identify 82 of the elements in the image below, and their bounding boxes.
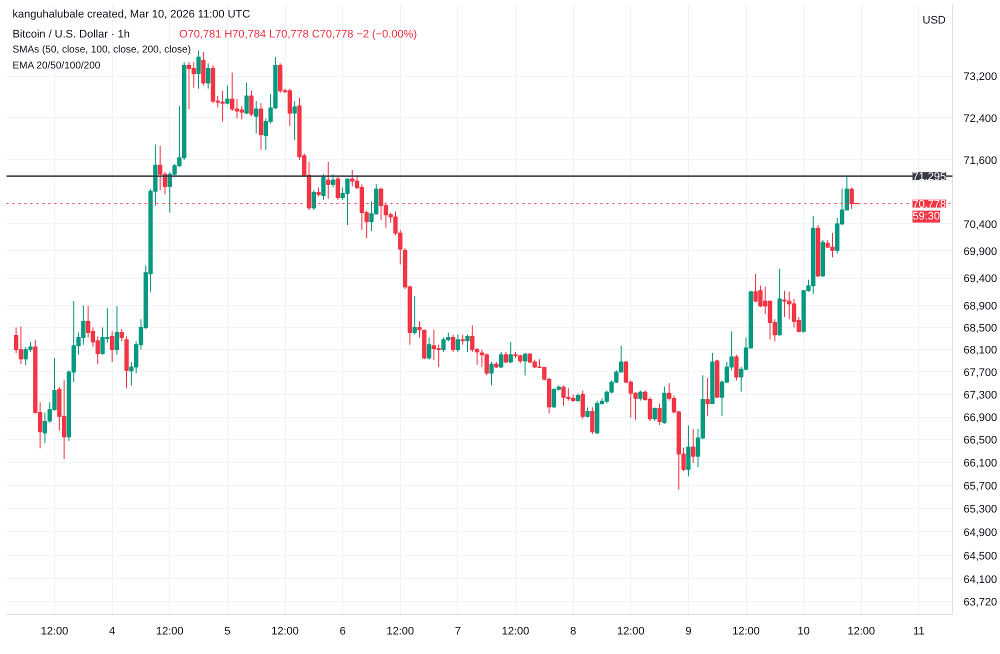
y-tick-label: 71,600 bbox=[964, 154, 998, 167]
candlestick bbox=[426, 336, 432, 360]
y-tick-label: 69,400 bbox=[964, 273, 998, 286]
candlestick bbox=[508, 341, 513, 364]
candlestick bbox=[456, 334, 460, 352]
x-tick-label: 8 bbox=[570, 626, 576, 638]
candlestick bbox=[120, 328, 124, 342]
candlestick bbox=[657, 402, 662, 426]
candlestick bbox=[321, 174, 326, 200]
candlestick bbox=[201, 52, 206, 86]
candlestick bbox=[652, 406, 657, 422]
annotation: SMAs (50, close, 100, close, 200, close) bbox=[12, 44, 191, 56]
candlestick bbox=[114, 306, 120, 356]
x-tick-label: 12:00 bbox=[386, 626, 414, 638]
x-tick-label: 12:00 bbox=[40, 626, 68, 638]
y-tick-label: 70,400 bbox=[964, 218, 998, 231]
y-tick-label: 73,200 bbox=[964, 71, 998, 84]
candlestick bbox=[734, 354, 739, 381]
x-tick-label: 10 bbox=[798, 626, 810, 638]
x-tick-label: 12:00 bbox=[502, 626, 530, 638]
candlestick bbox=[691, 428, 696, 464]
chart-subtitle: kanguhalubale created, Mar 10, 2026 11:00 UTC bbox=[12, 8, 250, 20]
x-tick-label: 9 bbox=[685, 626, 692, 638]
candlestick bbox=[585, 406, 590, 418]
y-tick-label: 64,500 bbox=[964, 550, 998, 562]
candlestick bbox=[498, 351, 504, 369]
x-tick-label: 7 bbox=[454, 626, 461, 638]
y-axis-title: USD bbox=[922, 14, 946, 26]
candlestick bbox=[460, 334, 465, 346]
y-tick-label: 66,900 bbox=[964, 412, 998, 424]
annotation: EMA 20/50/100/200 bbox=[12, 60, 101, 72]
annotation: 59:30 bbox=[912, 210, 940, 223]
candlestick bbox=[292, 100, 297, 140]
x-tick-label: 12:00 bbox=[271, 626, 299, 638]
candlestick bbox=[330, 174, 336, 188]
candlestick bbox=[336, 174, 340, 200]
y-tick-label: 64,900 bbox=[964, 526, 998, 539]
y-tick-label: 68,900 bbox=[964, 300, 998, 312]
candlestick bbox=[580, 390, 585, 420]
y-tick-label: 65,700 bbox=[964, 480, 998, 493]
y-tick-label: 67,300 bbox=[964, 389, 998, 402]
candlestick bbox=[206, 62, 210, 90]
x-tick-label: 11 bbox=[913, 626, 925, 638]
candlestick bbox=[522, 352, 528, 376]
text: Bitcoin / U.S. Dollar · 1h bbox=[12, 28, 130, 40]
candlestick bbox=[312, 190, 316, 210]
y-tick-label: 64,100 bbox=[964, 574, 998, 586]
candlestick bbox=[705, 378, 710, 416]
candlestick bbox=[316, 187, 321, 198]
y-tick-label: 66,500 bbox=[964, 434, 998, 447]
x-tick-label: 4 bbox=[109, 626, 116, 638]
candlestick bbox=[254, 100, 258, 134]
x-tick-label: 6 bbox=[340, 626, 346, 638]
candlestick bbox=[489, 361, 494, 386]
y-tick-label: 63,720 bbox=[964, 596, 998, 608]
candlestick bbox=[465, 334, 470, 352]
y-tick-label: 68,500 bbox=[964, 322, 998, 335]
x-tick-label: 5 bbox=[224, 626, 230, 638]
candlestick bbox=[590, 406, 595, 435]
y-tick-label: 72,400 bbox=[964, 112, 998, 125]
annotation: O70,781 H70,784 L70,778 C70,778 −2 (−0.00%) bbox=[179, 28, 418, 40]
candlestick bbox=[196, 50, 201, 90]
candlestick bbox=[249, 90, 254, 117]
candlestick bbox=[244, 82, 249, 115]
candlestick bbox=[450, 334, 456, 352]
x-tick-label: 12:00 bbox=[848, 626, 876, 638]
y-tick-label: 69,900 bbox=[964, 246, 998, 258]
candlestick bbox=[225, 85, 230, 105]
candlestick bbox=[638, 390, 643, 402]
candlestick bbox=[504, 351, 508, 364]
y-tick-label: 66,100 bbox=[964, 458, 998, 470]
candlestick bbox=[110, 330, 114, 362]
candlestick bbox=[326, 162, 330, 200]
candlestick bbox=[412, 296, 417, 336]
y-tick-label: 67,700 bbox=[964, 366, 998, 379]
x-tick-label: 12:00 bbox=[732, 626, 760, 638]
x-tick-label: 12:00 bbox=[617, 626, 645, 638]
candlestick bbox=[417, 320, 422, 338]
y-tick-label: 65,300 bbox=[964, 504, 998, 516]
candlestick bbox=[686, 425, 691, 477]
x-tick-label: 12:00 bbox=[156, 626, 184, 638]
y-tick-label: 68,100 bbox=[964, 344, 998, 357]
